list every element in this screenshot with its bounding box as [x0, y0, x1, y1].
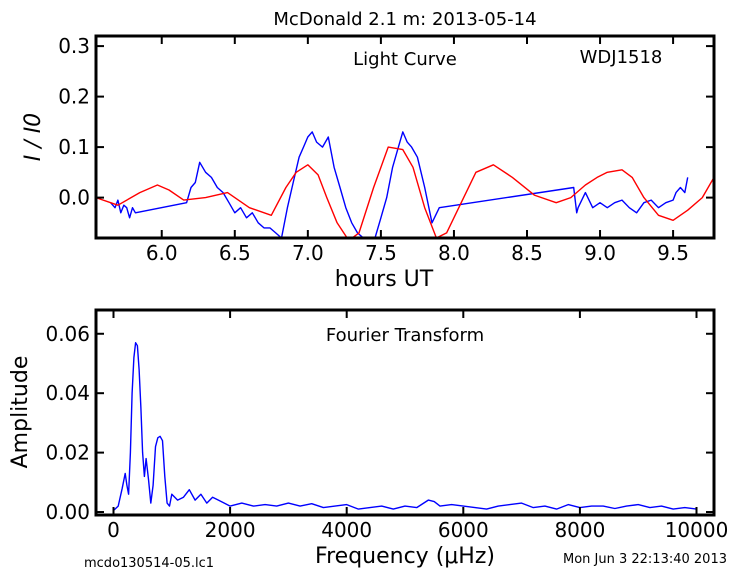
light-curve-xtick-label: 9.5: [657, 241, 689, 265]
light-curve-xtick-label: 7.5: [365, 241, 397, 265]
light-curve-ytick-label: 0.1: [58, 135, 90, 159]
fourier-xtick-label: 6000: [438, 518, 489, 542]
light-curve-xtick-label: 8.5: [511, 241, 543, 265]
light-curve-series-line-data: [110, 131, 689, 238]
light-curve-series: [96, 131, 714, 238]
light-curve-ylabel: I / I0: [21, 113, 46, 161]
fourier-xtick-label: 4000: [321, 518, 372, 542]
fourier-ticks: 0 2000 4000 6000 8000 10000 0.00 0.02 0.04 0.06: [45, 310, 728, 542]
fourier-ytick-label: 0.00: [45, 500, 90, 524]
light-curve-panel: 6.0 6.5 7.0 7.5 8.0 8.5 9.0 9.5 0.0 0.1 0.2 0.3 Lig…: [21, 34, 716, 292]
fourier-ylabel: Amplitude: [8, 356, 33, 469]
fourier-ytick-label: 0.04: [45, 381, 90, 405]
fourier-xtick-label: 2000: [205, 518, 256, 542]
light-curve-ytick-label: 0.3: [58, 34, 90, 58]
fourier-panel: 0 2000 4000 6000 8000 10000 0.00 0.02 0.04 0.06 F…: [8, 308, 728, 569]
fourier-frame: [94, 308, 716, 517]
light-curve-frame: [94, 34, 716, 240]
light-curve-ticks: 6.0 6.5 7.0 7.5 8.0 8.5 9.0 9.5 0.0 0.1 0.2 0.3: [58, 34, 714, 265]
light-curve-series-line-model: [96, 146, 714, 238]
light-curve-xlabel: hours UT: [335, 267, 434, 292]
figure-title: McDonald 2.1 m: 2013-05-14: [273, 9, 536, 30]
light-curve-ytick-label: 0.2: [58, 85, 90, 109]
fourier-series: [113, 342, 697, 512]
fourier-ytick-label: 0.06: [45, 322, 90, 346]
light-curve-xtick-label: 8.0: [438, 241, 470, 265]
fourier-xtick-label: 0: [107, 518, 120, 542]
light-curve-xtick-label: 9.0: [584, 241, 616, 265]
fourier-xtick-label: 10000: [665, 518, 729, 542]
object-label: WDJ1518: [580, 47, 663, 68]
footer-timestamp: Mon Jun 3 22:13:40 2013: [563, 552, 727, 567]
fourier-xtick-label: 8000: [554, 518, 605, 542]
light-curve-xtick-label: 6.0: [146, 241, 178, 265]
light-curve-xtick-label: 6.5: [219, 241, 251, 265]
fourier-series-line-0: [113, 342, 697, 512]
light-curve-annotation: Light Curve: [353, 49, 457, 70]
fourier-xlabel: Frequency (μHz): [315, 544, 495, 569]
light-curve-ytick-label: 0.0: [58, 186, 90, 210]
fourier-ytick-label: 0.02: [45, 441, 90, 465]
light-curve-xtick-label: 7.0: [292, 241, 324, 265]
fourier-annotation: Fourier Transform: [326, 325, 484, 346]
footer-filename: mcdo130514-05.lc1: [84, 556, 214, 571]
